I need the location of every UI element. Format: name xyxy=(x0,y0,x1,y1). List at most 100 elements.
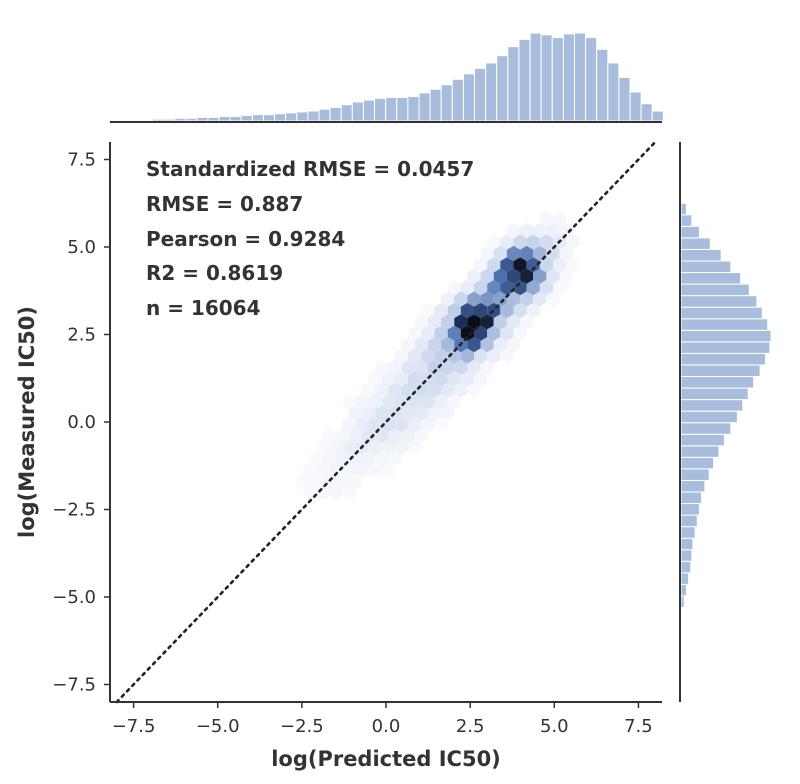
hexbin-cell xyxy=(559,223,573,239)
hexbin-cell xyxy=(553,280,567,296)
marginal-y-bar xyxy=(680,352,767,366)
y-ticks: −7.5 −5.0 −2.5 0.0 2.5 5.0 7.5 xyxy=(52,150,110,696)
hexbin-cell xyxy=(434,371,448,387)
hexbin-cell xyxy=(441,405,455,421)
marginal-x-bar xyxy=(640,103,653,122)
hexbin-cell xyxy=(460,325,474,341)
marginal-x-bar xyxy=(229,115,242,122)
hexbin-cell xyxy=(506,245,521,261)
hexbin-cell xyxy=(506,223,521,239)
marginal-x-bar xyxy=(562,33,575,122)
hexbin-cell xyxy=(342,394,356,410)
marginal-y-bar xyxy=(680,410,738,424)
hexbin-cell xyxy=(454,359,468,375)
hexbin-cell xyxy=(474,302,488,318)
hexbin-cell xyxy=(533,223,547,239)
marginal-y-bar xyxy=(680,572,690,585)
marginal-y-bar xyxy=(680,456,715,470)
hexbin-cell xyxy=(434,416,448,432)
hexbin-cell xyxy=(487,325,501,341)
marginal-x-histogram xyxy=(129,32,664,122)
hexbin-cell xyxy=(539,211,553,227)
hexbin-cell xyxy=(526,234,540,250)
hexbin-cell xyxy=(526,280,540,296)
marginal-y-bar xyxy=(680,549,693,562)
hexbin-cell xyxy=(474,348,488,364)
marginal-x-bar xyxy=(262,114,276,122)
hexbin-cell xyxy=(421,416,435,432)
hexbin-cell xyxy=(441,337,455,353)
hexbin-cell xyxy=(480,291,494,307)
hexbin-cell xyxy=(500,257,514,273)
x-ticks: −7.5 −5.0 −2.5 0.0 2.5 5.0 7.5 xyxy=(112,702,653,737)
marginal-y-bar xyxy=(680,341,771,354)
hexbin-cell xyxy=(553,211,567,227)
hexbin-cell xyxy=(460,302,474,318)
x-tick-label: −2.5 xyxy=(280,716,324,737)
hexbin-cell xyxy=(480,337,494,353)
hexbin-cell xyxy=(467,382,481,398)
hexbin-cell xyxy=(493,291,507,307)
hexbin-cell xyxy=(520,291,534,307)
hexbin-cell xyxy=(342,439,356,455)
marginal-y-bar xyxy=(680,537,694,551)
hexbin-cell xyxy=(454,382,468,398)
hexbin-cell xyxy=(526,302,540,318)
hexbin-cell xyxy=(316,462,330,478)
marginal-x-bar xyxy=(629,91,642,122)
hexbin-cell xyxy=(381,439,395,455)
hexbin-cell xyxy=(355,462,369,478)
marginal-x-bar xyxy=(174,117,187,122)
hexbin-cell xyxy=(401,359,415,375)
hexbin-cell xyxy=(539,257,553,273)
marginal-x-bar xyxy=(296,111,309,122)
hexbin-cell xyxy=(427,359,442,375)
hexbin-cell xyxy=(500,234,514,250)
hexbin-cell xyxy=(375,405,389,421)
hexbin-cell xyxy=(348,451,363,467)
marginal-x-bar xyxy=(429,88,442,122)
marginal-x-bar xyxy=(140,119,153,122)
hexbin-cell xyxy=(467,268,481,284)
hexbin-cell xyxy=(316,439,330,455)
hexbin-cell xyxy=(506,337,521,353)
hexbin-cell xyxy=(322,451,336,467)
hexbin-cell xyxy=(329,439,343,455)
hexbin-cell xyxy=(441,314,455,330)
marginal-y-bar xyxy=(680,202,687,216)
annotation-rmse: RMSE = 0.887 xyxy=(146,192,303,216)
hexbin-cell xyxy=(427,314,442,330)
hexbin-cell xyxy=(447,280,461,296)
marginal-x-bar xyxy=(496,55,509,122)
marginal-y-bar xyxy=(680,583,687,597)
annotation-n: n = 16064 xyxy=(146,296,261,320)
hexbin-cell xyxy=(467,337,481,353)
x-tick-label: 7.5 xyxy=(624,716,653,737)
x-tick-label: −7.5 xyxy=(112,716,156,737)
marginal-x-bar xyxy=(518,38,531,122)
marginal-y-bar xyxy=(680,445,720,458)
hexbin-cell xyxy=(513,234,527,250)
hexbin-cell xyxy=(381,394,395,410)
marginal-y-bar xyxy=(680,514,698,528)
hexbin-cell xyxy=(487,348,501,364)
stats-annotations: Standardized RMSE = 0.0457 RMSE = 0.887 … xyxy=(146,157,474,320)
hexbin-cell xyxy=(513,302,527,318)
hexbin-cell xyxy=(500,348,514,364)
x-tick-label: −5.0 xyxy=(196,716,240,737)
hexbin-cell xyxy=(513,325,527,341)
hexbin-cell xyxy=(381,371,395,387)
hexbin-cell xyxy=(487,257,501,273)
hexbin-cell xyxy=(474,257,488,273)
marginal-x-bar xyxy=(207,116,220,122)
marginal-y-bar xyxy=(680,491,703,505)
hexbin-cell xyxy=(309,451,323,467)
hexbin-cell xyxy=(408,371,422,387)
hexbin-cell xyxy=(493,314,507,330)
hexbin-cell xyxy=(335,428,349,444)
marginal-x-bar xyxy=(129,119,142,122)
marginal-y-bar xyxy=(680,260,732,274)
marginal-y-bar xyxy=(680,364,761,378)
x-tick-label: 5.0 xyxy=(540,716,569,737)
